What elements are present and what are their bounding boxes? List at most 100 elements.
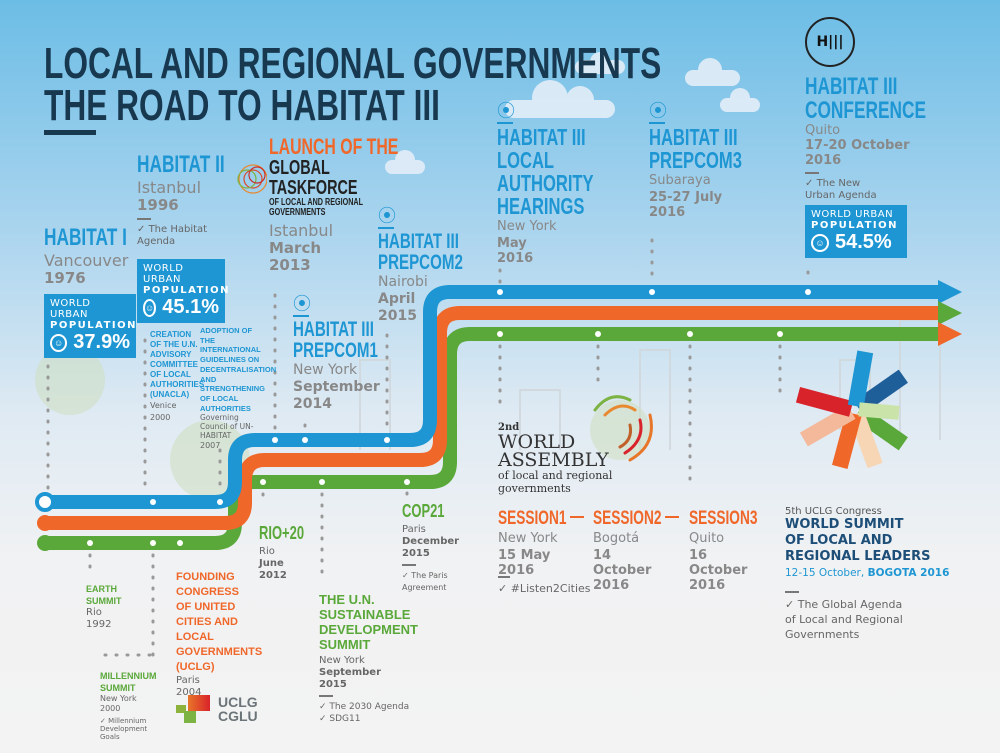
green-road (45, 327, 940, 550)
people-icon: ☺ (143, 298, 157, 317)
summit-t3: REGIONAL LEADERS (785, 549, 931, 564)
session-name: SESSION3 (689, 508, 758, 529)
taskforce-l4: OF LOCAL AND REGIONAL GOVERNMENTS (269, 197, 363, 218)
summit-t2: OF LOCAL AND (785, 533, 893, 548)
summit-congress: 5th UCLG Congress (785, 506, 882, 517)
unacla-year: 2000 (150, 413, 171, 422)
pop-label2: POPULATION (143, 285, 231, 296)
taskforce-l1: LAUNCH OF THE (269, 134, 399, 159)
cop21-block: COP21 Paris December 2015 ✓ The Paris Ag… (402, 502, 472, 594)
assembly-l1: 2nd (498, 422, 520, 433)
people-icon: ☺ (811, 233, 829, 252)
session-city: New York (498, 531, 558, 546)
pop-label2: POPULATION (50, 320, 138, 331)
prepcom3-block: ⦿ HABITAT III PREPCOM3 Subaraya 25-27 Ju… (649, 102, 778, 220)
divider (649, 122, 665, 124)
habitat3-outcome: The New Urban Agenda (805, 178, 877, 201)
prepcom1-date2: 2014 (293, 396, 332, 412)
summit-outcome: The Global Agenda of Local and Regional … (785, 598, 903, 641)
divider (497, 122, 513, 124)
uclg-logo-text1: UCLG (218, 694, 258, 710)
session-date: 15 May 2016 (498, 548, 551, 578)
sd-summit-outcome1: The 2030 Agenda (329, 702, 410, 712)
habitat1-title: HABITAT I (44, 224, 127, 251)
orange-road-start (37, 515, 53, 531)
world-summit-block: 5th UCLG Congress WORLD SUMMIT OF LOCAL … (785, 506, 950, 641)
earth-summit-block: EARTH SUMMIT Rio 1992 (86, 583, 136, 631)
guidelines-title: ADOPTION OF THE INTERNATIONAL GUIDELINES… (200, 326, 277, 413)
cop21-title: COP21 (402, 501, 445, 521)
earth-city: Rio (86, 607, 102, 618)
hearings-t2: LOCAL (497, 147, 555, 173)
sd-summit-city: New York (319, 655, 365, 666)
sd-summit-outcome2: SDG11 (329, 714, 361, 724)
title-line1: LOCAL AND REGIONAL GOVERNMENTS (44, 39, 662, 88)
assembly-l2: WORLD (498, 431, 576, 453)
habitat1-population-box: WORLD URBAN POPULATION ☺ 37.9% (44, 294, 136, 358)
rio20-date1: June (259, 558, 284, 569)
assembly-l4: of local and regional governments (498, 469, 613, 495)
unacla-city: Venice (150, 401, 177, 410)
prepcom3-t2: PREPCOM3 (649, 147, 742, 173)
taskforce-block: LAUNCH OF THE GLOBAL TASKFORCE OF LOCAL … (269, 136, 449, 274)
cop21-outcome: The Paris Agreement (402, 571, 448, 592)
uclg-logo: UCLG CGLU (176, 695, 258, 723)
prepcom2-block: ⦿ HABITAT III PREPCOM2 Nairobi April 201… (378, 207, 496, 325)
session-city: Bogotá (593, 531, 640, 546)
unacla-block: CREATION OF THE U.N. ADVISORY COMMITTEE … (150, 330, 205, 424)
pop-value: 54.5% (835, 231, 892, 253)
sd-summit-block: THE U.N. SUSTAINABLE DEVELOPMENT SUMMIT … (319, 592, 418, 724)
hearings-block: ⦿ HABITAT III LOCAL AUTHORITY HEARINGS N… (497, 102, 631, 266)
hearings-t4: HEARINGS (497, 193, 585, 219)
hearings-t3: AUTHORITY (497, 170, 594, 196)
guidelines-sub: Governing Council of UN-HABITAT (200, 413, 254, 441)
hearings-date1: May (497, 236, 527, 251)
divider (402, 564, 416, 566)
session-connector (665, 516, 679, 518)
prepcom3-date1: 25-27 July (649, 190, 723, 205)
taskforce-logo (237, 164, 267, 194)
millennium-outcome: Millennium Development Goals (100, 717, 148, 741)
habitat2-population-box: WORLD URBAN POPULATION ☺ 45.1% (137, 259, 231, 323)
session-date: 16 October 2016 (689, 548, 748, 593)
assembly-l3: ASSEMBLY (498, 449, 609, 471)
divider (498, 576, 510, 578)
pop-label2: POPULATION (811, 220, 899, 231)
habitat3-date2: 2016 (805, 153, 842, 168)
divider (319, 695, 333, 697)
guidelines-block: ADOPTION OF THE INTERNATIONAL GUIDELINES… (200, 326, 277, 452)
habitat3-t2: CONFERENCE (805, 97, 926, 124)
prepcom2-date1: April (378, 291, 416, 307)
habitat3-city: Quito (805, 123, 841, 138)
millennium-year: 2000 (100, 704, 121, 713)
prepcom3-city: Subaraya (649, 173, 711, 188)
divider (137, 218, 151, 220)
session-connector (570, 516, 584, 518)
prepcom2-date2: 2015 (378, 308, 417, 324)
summit-t1: WORLD SUMMIT (785, 517, 904, 532)
prepcom1-t2: PREPCOM1 (293, 339, 378, 362)
rio20-block: RIO+20 Rio June 2012 (259, 524, 322, 582)
divider (805, 172, 819, 174)
sd-summit-date2: 2015 (319, 679, 347, 690)
prepcom1-city: New York (293, 362, 358, 378)
habitat3-population-box: WORLD URBAN POPULATION ☺ 54.5% (805, 205, 907, 258)
habitat1-block: HABITAT I Vancouver 1976 (44, 226, 159, 287)
prepcom3-date2: 2016 (649, 205, 686, 220)
unacla-title: CREATION OF THE U.N. ADVISORY COMMITTEE … (150, 330, 205, 399)
taskforce-l3: TASKFORCE (269, 177, 358, 199)
millennium-city: New York (100, 694, 137, 703)
pop-value: 45.1% (162, 296, 219, 318)
summit-date: 12-15 October, (785, 567, 865, 579)
habitat2-block: HABITAT II Istanbul 1996 ✓ The Habitat A… (137, 153, 259, 248)
pop-label: WORLD URBAN (811, 209, 894, 220)
earth-title: EARTH SUMMIT (86, 584, 122, 606)
session-2: SESSION2 Bogotá 14 October 2016 (593, 509, 689, 593)
uclg-founding-block: FOUNDING CONGRESS OF UNITED CITIES AND L… (176, 570, 263, 699)
divider (785, 591, 799, 593)
habitat3-logo: H||| (805, 17, 855, 67)
blue-road (45, 285, 940, 509)
uclg-founding-title: FOUNDING CONGRESS OF UNITED CITIES AND L… (176, 571, 263, 673)
divider (378, 227, 394, 229)
